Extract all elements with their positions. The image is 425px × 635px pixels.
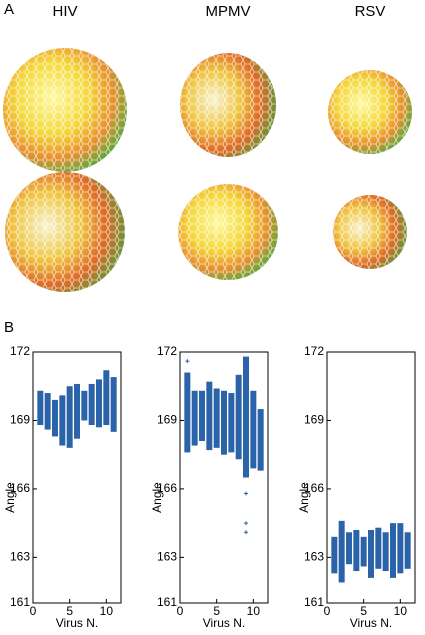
angle-range (250, 390, 257, 469)
angle-range (382, 532, 389, 572)
angle-range (360, 536, 367, 567)
angle-range (397, 523, 404, 574)
angle-range (221, 390, 227, 455)
angle-range (346, 532, 352, 565)
angle-range (404, 532, 411, 569)
x-tick-label: 5 (360, 604, 367, 618)
angle-range (52, 399, 58, 437)
angle-range (331, 536, 338, 574)
panel-label: B (4, 319, 14, 336)
y-tick-label: 172 (10, 344, 30, 358)
y-axis-label: Angle (297, 482, 311, 513)
y-tick-label: 163 (10, 550, 30, 564)
angle-range (103, 370, 110, 426)
x-axis-label: Virus N. (203, 616, 245, 630)
angle-range (235, 374, 242, 460)
x-tick-label: 10 (394, 604, 408, 618)
plot-frame (326, 351, 416, 604)
angle-range (191, 390, 198, 446)
column-label: RSV (355, 3, 386, 20)
angle-range (110, 377, 117, 432)
column-label: MPMV (206, 3, 251, 20)
plot-frame (179, 351, 269, 604)
outlier (244, 521, 248, 526)
x-tick-label: 10 (100, 604, 114, 618)
outlier (244, 491, 248, 496)
y-axis-label: Angle (150, 482, 164, 513)
x-tick-label: 0 (177, 604, 184, 618)
y-tick-label: 169 (10, 413, 30, 427)
x-axis-label: Virus N. (56, 616, 98, 630)
x-tick-label: 10 (247, 604, 261, 618)
outlier (185, 359, 190, 364)
angle-range (59, 395, 66, 446)
y-tick-label: 169 (304, 413, 324, 427)
angle-range (243, 356, 249, 478)
y-tick-label: 172 (304, 344, 324, 358)
y-tick-label: 161 (157, 595, 177, 609)
x-tick-label: 0 (324, 604, 331, 618)
angle-range (81, 390, 88, 421)
angle-range (37, 390, 44, 426)
y-tick-label: 163 (304, 550, 324, 564)
angle-range (338, 520, 345, 583)
y-tick-label: 166 (304, 481, 324, 495)
angle-range (257, 409, 264, 471)
y-tick-label: 161 (304, 595, 324, 609)
angle-range (375, 527, 382, 569)
angle-range (199, 390, 205, 441)
angle-range (74, 383, 80, 439)
angle-range (44, 393, 51, 430)
angle-range (213, 388, 220, 448)
y-tick-label: 161 (10, 595, 30, 609)
angle-range (66, 386, 73, 448)
angle-range (206, 381, 213, 451)
x-axis-label: Virus N. (350, 616, 392, 630)
outlier (244, 530, 248, 535)
x-tick-label: 5 (213, 604, 220, 618)
y-axis-label: Angle (3, 482, 17, 513)
column-label: HIV (52, 3, 77, 20)
panel-label: A (4, 1, 14, 18)
y-tick-label: 166 (10, 481, 30, 495)
angle-range (184, 372, 191, 453)
angle-range (368, 529, 374, 578)
angle-range (390, 523, 396, 578)
capsid-images (3, 48, 412, 292)
x-tick-label: 0 (30, 604, 37, 618)
y-tick-label: 166 (157, 481, 177, 495)
angle-range (353, 529, 360, 572)
x-tick-label: 5 (66, 604, 73, 618)
angle-range (88, 383, 95, 426)
y-tick-label: 169 (157, 413, 177, 427)
angle-range (96, 379, 102, 428)
y-tick-label: 163 (157, 550, 177, 564)
y-tick-label: 172 (157, 344, 177, 358)
angle-range (228, 393, 235, 453)
plot-frame (32, 351, 122, 604)
